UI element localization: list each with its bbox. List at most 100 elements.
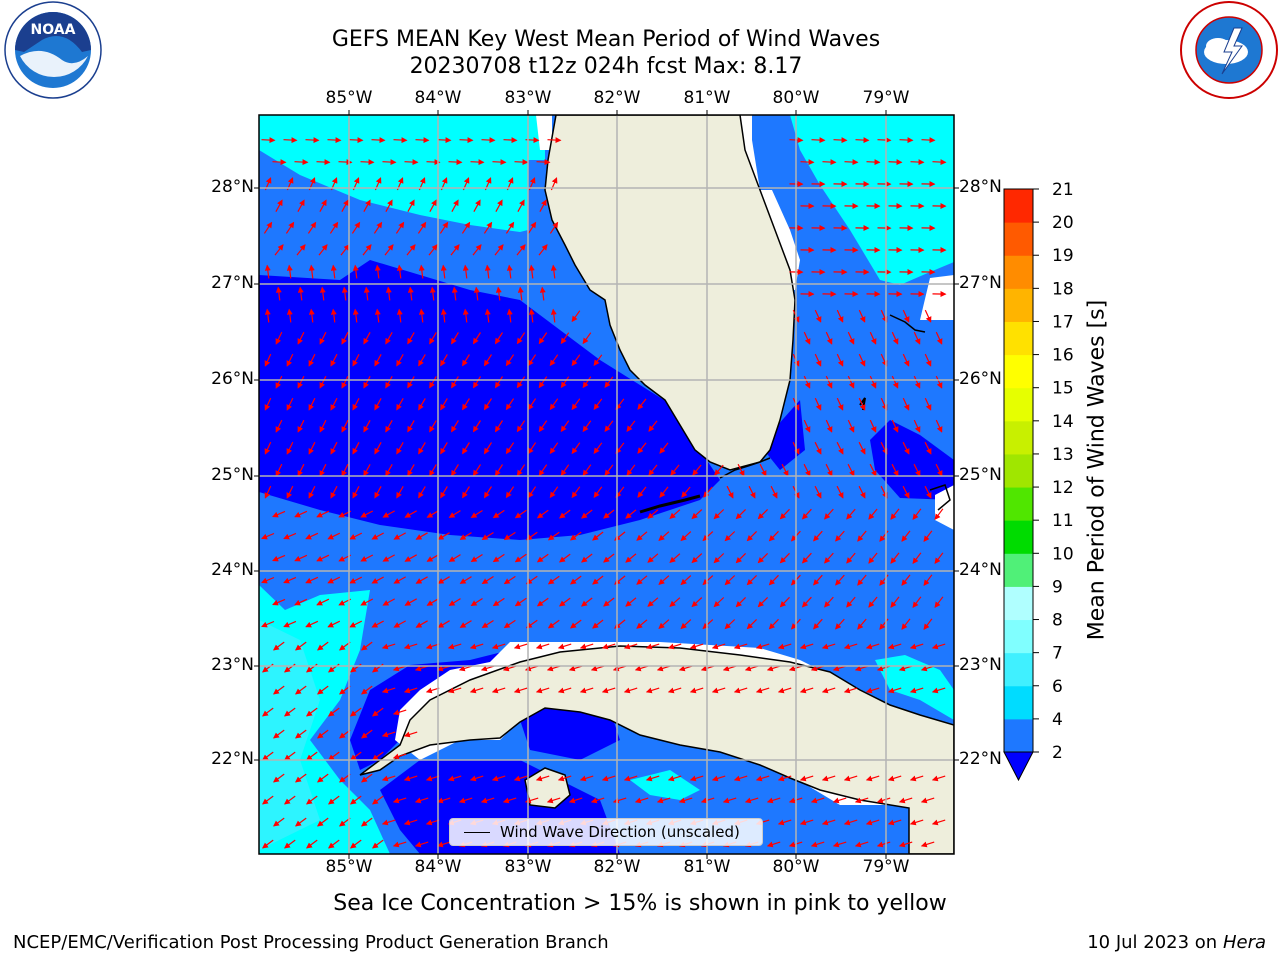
wind-arrow — [462, 442, 470, 455]
wind-arrow — [385, 464, 393, 477]
wind-arrow — [316, 773, 329, 783]
wind-arrow — [527, 221, 537, 234]
wind-arrow — [560, 332, 570, 345]
wind-arrow — [814, 485, 822, 499]
wind-arrow — [869, 331, 877, 345]
wind-arrow — [407, 199, 415, 212]
wind-arrow — [285, 221, 295, 234]
wind-arrow — [836, 441, 844, 455]
lon-label-top: 83°W — [504, 88, 552, 108]
wind-arrow — [857, 618, 867, 630]
wind-arrow — [746, 618, 758, 630]
wind-arrow — [436, 841, 451, 848]
lon-label-bottom: 79°W — [862, 857, 910, 877]
wind-arrow — [395, 221, 405, 234]
wind-arrow — [381, 819, 396, 826]
wind-arrow — [505, 221, 515, 234]
wind-arrow — [341, 375, 349, 389]
lat-label-left: 24°N — [211, 560, 254, 580]
wind-arrow — [495, 286, 502, 301]
wind-arrow — [308, 308, 315, 323]
wind-arrow — [869, 463, 877, 477]
wind-arrow — [327, 795, 340, 805]
wind-arrow — [363, 376, 371, 389]
wind-arrow — [425, 643, 440, 650]
wind-arrow — [844, 159, 859, 166]
map-frame — [258, 114, 955, 855]
wind-arrow — [308, 353, 316, 367]
colorbar-tick-label: 15 — [1052, 379, 1074, 399]
wind-arrow — [766, 841, 781, 848]
wind-arrow — [735, 552, 747, 564]
wind-arrow — [305, 751, 318, 761]
wind-arrow — [393, 620, 406, 628]
wind-arrow — [440, 354, 448, 367]
wind-arrow — [887, 643, 902, 650]
wind-arrow — [371, 576, 384, 584]
wind-arrow — [560, 376, 570, 389]
wind-arrow — [503, 137, 518, 144]
wind-arrow — [581, 553, 593, 563]
wind-arrow — [713, 597, 725, 608]
wind-arrow — [558, 553, 571, 563]
lat-label-right: 23°N — [959, 655, 1002, 675]
wind-arrow — [689, 775, 704, 782]
sea-deep-bahamas — [870, 420, 954, 500]
wind-arrow — [305, 707, 318, 717]
wind-arrow — [658, 531, 670, 541]
wind-arrow — [264, 441, 272, 455]
wind-arrow — [648, 420, 658, 432]
wind-arrow — [514, 553, 527, 563]
wind-arrow — [483, 442, 493, 455]
lat-label-right: 22°N — [959, 749, 1002, 769]
wind-arrow — [461, 221, 471, 234]
wind-arrow — [702, 575, 714, 586]
wind-arrow — [847, 463, 855, 477]
wind-arrow — [636, 531, 648, 541]
wind-arrow — [385, 286, 392, 301]
colorbar-under-extension — [1003, 751, 1034, 782]
colorbar-segment — [1004, 619, 1033, 654]
wind-arrow — [382, 554, 395, 562]
lat-label-left: 27°N — [211, 273, 254, 293]
lat-label-right: 27°N — [959, 273, 1002, 293]
wind-arrow — [931, 687, 946, 694]
wind-arrow — [898, 841, 913, 848]
colorbar-segment — [1004, 453, 1033, 488]
wind-arrow — [913, 463, 921, 477]
wind-arrow — [902, 397, 910, 411]
wind-arrow — [404, 510, 417, 518]
wind-arrow — [901, 530, 911, 542]
wind-arrow — [492, 159, 507, 166]
wind-arrow — [503, 575, 516, 585]
wind-arrow — [418, 486, 426, 499]
land-andros — [929, 484, 951, 511]
wind-arrow — [549, 398, 559, 411]
wind-arrow — [910, 159, 925, 166]
wind-arrow — [528, 264, 535, 279]
wind-arrow — [414, 797, 429, 804]
wind-arrow — [447, 687, 462, 694]
wind-arrow — [824, 552, 834, 564]
wind-arrow — [513, 643, 528, 650]
wind-arrow — [374, 398, 382, 411]
wind-arrow — [462, 308, 469, 323]
wind-arrow — [803, 463, 811, 477]
wind-arrow — [382, 598, 395, 606]
wind-arrow — [582, 420, 592, 433]
wind-arrow — [547, 575, 560, 585]
wind-arrow — [505, 354, 515, 367]
colorbar-tick-label: 16 — [1052, 346, 1074, 366]
wind-arrow — [625, 597, 637, 607]
wind-arrow — [286, 353, 294, 367]
wind-arrow — [724, 619, 736, 630]
wind-arrow — [436, 797, 451, 804]
wind-arrow — [385, 420, 393, 433]
wind-arrow — [636, 575, 648, 585]
wind-arrow — [825, 419, 833, 433]
wind-arrow — [902, 485, 910, 499]
colorbar-tick-label: 18 — [1052, 279, 1074, 299]
wind-arrow — [494, 420, 504, 433]
wind-arrow — [857, 574, 867, 586]
sea-ice-note: Sea Ice Concentration > 15% is shown in … — [333, 891, 947, 916]
